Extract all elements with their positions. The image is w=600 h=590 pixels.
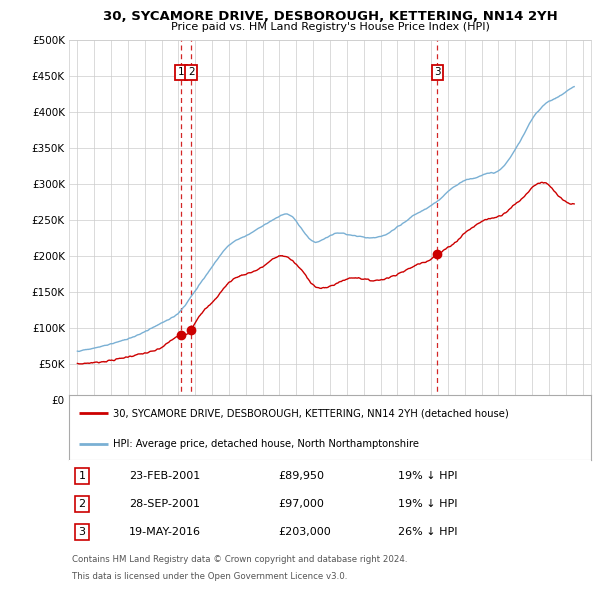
Text: Contains HM Land Registry data © Crown copyright and database right 2024.: Contains HM Land Registry data © Crown c… xyxy=(72,555,407,564)
Text: HPI: Average price, detached house, North Northamptonshire: HPI: Average price, detached house, Nort… xyxy=(113,439,419,449)
Text: 28-SEP-2001: 28-SEP-2001 xyxy=(129,499,200,509)
Text: 3: 3 xyxy=(79,527,86,537)
Text: 26% ↓ HPI: 26% ↓ HPI xyxy=(398,527,457,537)
Text: 19% ↓ HPI: 19% ↓ HPI xyxy=(398,471,457,481)
Text: 3: 3 xyxy=(434,67,441,77)
Text: Price paid vs. HM Land Registry's House Price Index (HPI): Price paid vs. HM Land Registry's House … xyxy=(170,22,490,32)
Text: 30, SYCAMORE DRIVE, DESBOROUGH, KETTERING, NN14 2YH (detached house): 30, SYCAMORE DRIVE, DESBOROUGH, KETTERIN… xyxy=(113,408,509,418)
Text: 2: 2 xyxy=(79,499,86,509)
Text: 1: 1 xyxy=(79,471,86,481)
Text: 23-FEB-2001: 23-FEB-2001 xyxy=(129,471,200,481)
Text: 1: 1 xyxy=(178,67,184,77)
Text: £203,000: £203,000 xyxy=(278,527,331,537)
Text: 19% ↓ HPI: 19% ↓ HPI xyxy=(398,499,457,509)
Text: £97,000: £97,000 xyxy=(278,499,323,509)
Text: This data is licensed under the Open Government Licence v3.0.: This data is licensed under the Open Gov… xyxy=(72,572,347,581)
Text: 30, SYCAMORE DRIVE, DESBOROUGH, KETTERING, NN14 2YH: 30, SYCAMORE DRIVE, DESBOROUGH, KETTERIN… xyxy=(103,10,557,23)
Text: £89,950: £89,950 xyxy=(278,471,324,481)
Text: 19-MAY-2016: 19-MAY-2016 xyxy=(129,527,201,537)
Text: 2: 2 xyxy=(188,67,194,77)
